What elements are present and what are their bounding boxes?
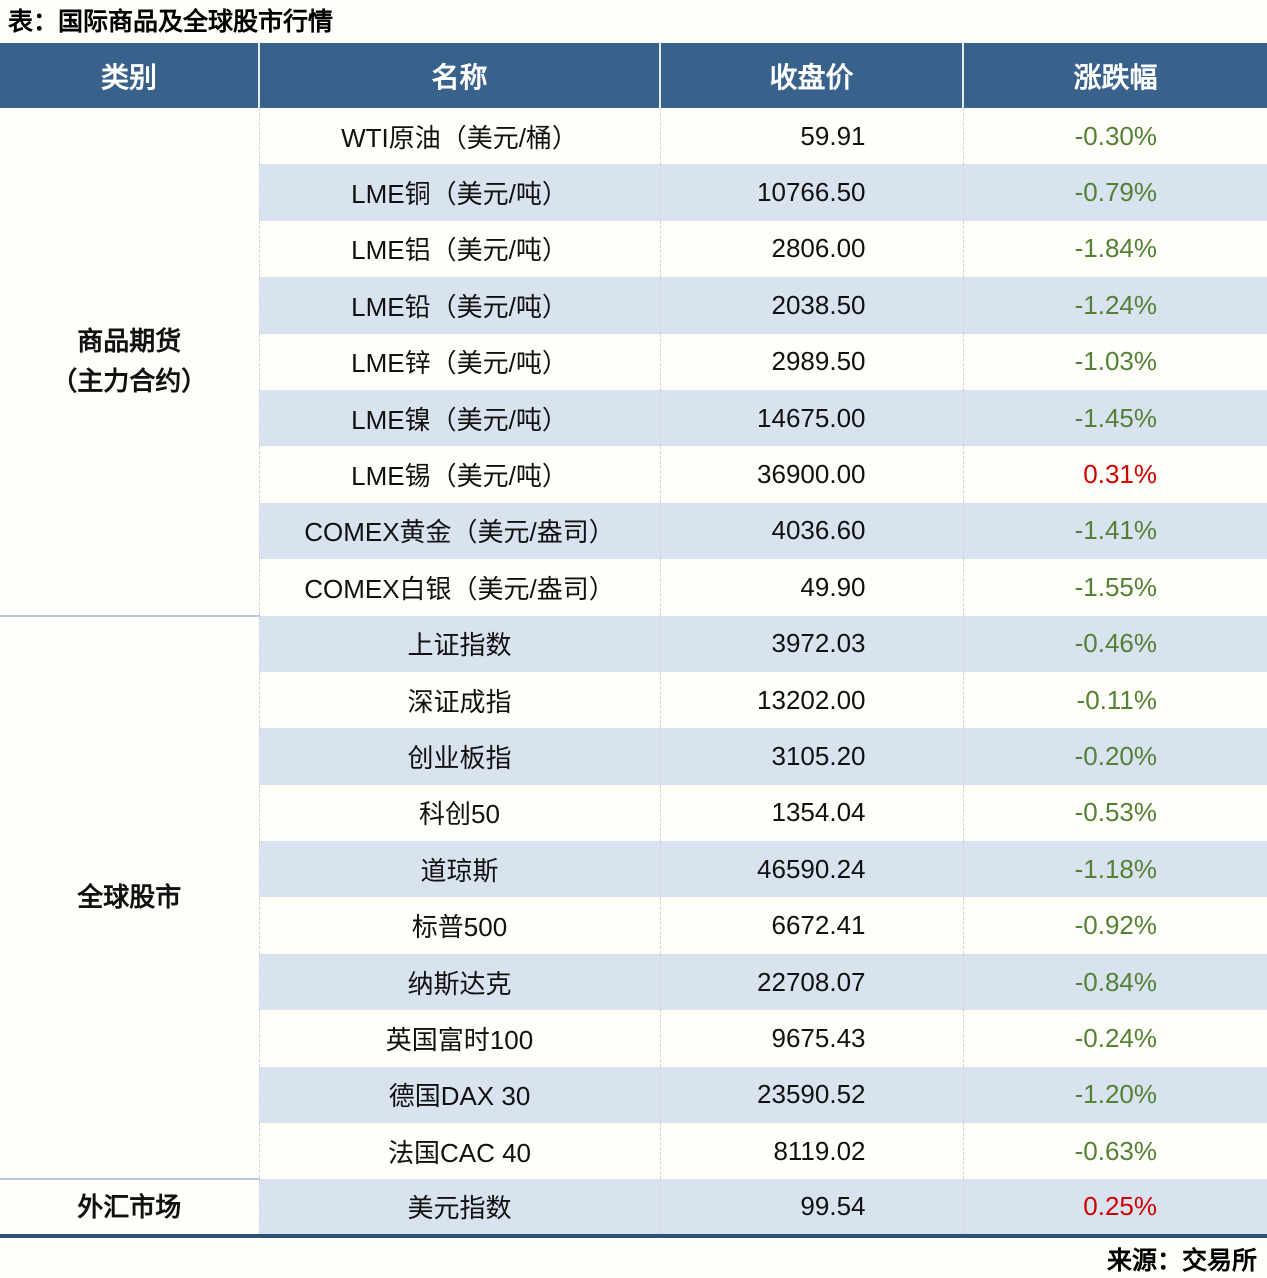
header-close: 收盘价 bbox=[659, 43, 963, 108]
close-cell: 4036.60 bbox=[659, 502, 963, 560]
close-cell: 59.91 bbox=[659, 108, 963, 165]
table-row: COMEX黄金（美元/盎司） 4036.60 -1.41% bbox=[0, 502, 1267, 560]
name-cell: COMEX黄金（美元/盎司） bbox=[258, 502, 660, 560]
category-cell-global-stocks: 全球股市 bbox=[0, 614, 259, 1180]
change-cell: 0.31% bbox=[962, 446, 1267, 503]
name-cell: 纳斯达克 bbox=[258, 953, 660, 1011]
close-cell: 6672.41 bbox=[659, 897, 963, 954]
change-cell: -1.24% bbox=[962, 277, 1267, 334]
table-row: 德国DAX 30 23590.52 -1.20% bbox=[0, 1066, 1267, 1124]
table-row: LME铜（美元/吨） 10766.50 -0.79% bbox=[0, 164, 1267, 221]
name-cell: WTI原油（美元/桶） bbox=[258, 108, 660, 165]
change-cell: -0.11% bbox=[962, 671, 1267, 729]
name-cell: 标普500 bbox=[258, 897, 660, 954]
name-cell: 美元指数 bbox=[258, 1179, 660, 1236]
name-cell: LME铅（美元/吨） bbox=[258, 277, 660, 334]
name-cell: LME铜（美元/吨） bbox=[258, 164, 660, 221]
change-cell: -1.84% bbox=[962, 220, 1267, 278]
close-cell: 99.54 bbox=[659, 1179, 963, 1236]
header-category: 类别 bbox=[0, 43, 259, 108]
change-cell: -1.41% bbox=[962, 502, 1267, 560]
table-row: 法国CAC 40 8119.02 -0.63% bbox=[0, 1123, 1267, 1180]
name-cell: LME锌（美元/吨） bbox=[258, 333, 660, 390]
name-cell: LME锡（美元/吨） bbox=[258, 446, 660, 503]
header-change: 涨跌幅 bbox=[962, 43, 1267, 108]
name-cell: 科创50 bbox=[258, 784, 660, 842]
name-cell: LME铝（美元/吨） bbox=[258, 220, 660, 278]
close-cell: 14675.00 bbox=[659, 389, 963, 447]
change-cell: -0.84% bbox=[962, 953, 1267, 1011]
name-cell: 上证指数 bbox=[258, 615, 660, 672]
category-cell-forex: 外汇市场 bbox=[0, 1178, 259, 1236]
table-row: 外汇市场 美元指数 99.54 0.25% bbox=[0, 1178, 1267, 1236]
table-header: 类别 名称 收盘价 涨跌幅 bbox=[0, 43, 1267, 108]
source-note: 来源：交易所 bbox=[1106, 1246, 1257, 1275]
close-cell: 49.90 bbox=[659, 559, 963, 616]
close-cell: 13202.00 bbox=[659, 671, 963, 729]
change-cell: -0.24% bbox=[962, 1010, 1267, 1067]
table-row: 商品期货 （主力合约） WTI原油（美元/桶） 59.91 -0.30% bbox=[0, 108, 1267, 616]
change-cell: -0.53% bbox=[962, 784, 1267, 842]
close-cell: 2806.00 bbox=[659, 220, 963, 278]
table-row: 深证成指 13202.00 -0.11% bbox=[0, 671, 1267, 729]
close-cell: 36900.00 bbox=[659, 446, 963, 503]
table-caption: 表：国际商品及全球股市行情 bbox=[8, 8, 334, 36]
close-cell: 9675.43 bbox=[659, 1010, 963, 1067]
close-cell: 10766.50 bbox=[659, 164, 963, 221]
table-row: 纳斯达克 22708.07 -0.84% bbox=[0, 953, 1267, 1011]
close-cell: 3105.20 bbox=[659, 728, 963, 785]
table-row: LME锌（美元/吨） 2989.50 -1.03% bbox=[0, 333, 1267, 390]
name-cell: 创业板指 bbox=[258, 728, 660, 785]
close-cell: 3972.03 bbox=[659, 615, 963, 672]
change-cell: -1.20% bbox=[962, 1066, 1267, 1124]
close-cell: 2038.50 bbox=[659, 277, 963, 334]
table-row: 科创50 1354.04 -0.53% bbox=[0, 784, 1267, 842]
table-row: COMEX白银（美元/盎司） 49.90 -1.55% bbox=[0, 559, 1267, 616]
close-cell: 2989.50 bbox=[659, 333, 963, 390]
table-row: 全球股市 上证指数 3972.03 -0.46% bbox=[0, 614, 1267, 1180]
table-row: LME锡（美元/吨） 36900.00 0.31% bbox=[0, 446, 1267, 503]
header-name: 名称 bbox=[258, 43, 660, 108]
table-row: 创业板指 3105.20 -0.20% bbox=[0, 728, 1267, 785]
name-cell: 深证成指 bbox=[258, 671, 660, 729]
header-row: 类别 名称 收盘价 涨跌幅 bbox=[0, 43, 1267, 108]
table-row: LME镍（美元/吨） 14675.00 -1.45% bbox=[0, 389, 1267, 447]
name-cell: COMEX白银（美元/盎司） bbox=[258, 559, 660, 616]
change-cell: -0.46% bbox=[962, 615, 1267, 672]
change-cell: -1.55% bbox=[962, 559, 1267, 616]
name-cell: 德国DAX 30 bbox=[258, 1066, 660, 1124]
close-cell: 23590.52 bbox=[659, 1066, 963, 1124]
table-row: LME铝（美元/吨） 2806.00 -1.84% bbox=[0, 220, 1267, 278]
close-cell: 8119.02 bbox=[659, 1123, 963, 1180]
name-cell: 法国CAC 40 bbox=[258, 1123, 660, 1180]
change-cell: -0.63% bbox=[962, 1123, 1267, 1180]
close-cell: 46590.24 bbox=[659, 841, 963, 898]
change-cell: -1.18% bbox=[962, 841, 1267, 898]
close-cell: 1354.04 bbox=[659, 784, 963, 842]
name-cell: 英国富时100 bbox=[258, 1010, 660, 1067]
change-cell: 0.25% bbox=[962, 1179, 1267, 1236]
table-row: 道琼斯 46590.24 -1.18% bbox=[0, 841, 1267, 898]
category-cell-commodities: 商品期货 （主力合约） bbox=[0, 108, 259, 616]
table-row: 标普500 6672.41 -0.92% bbox=[0, 897, 1267, 954]
change-cell: -0.92% bbox=[962, 897, 1267, 954]
name-cell: LME镍（美元/吨） bbox=[258, 389, 660, 447]
close-cell: 22708.07 bbox=[659, 953, 963, 1011]
change-cell: -1.45% bbox=[962, 389, 1267, 447]
name-cell: 道琼斯 bbox=[258, 841, 660, 898]
change-cell: -0.30% bbox=[962, 108, 1267, 165]
table-row: LME铅（美元/吨） 2038.50 -1.24% bbox=[0, 277, 1267, 334]
change-cell: -1.03% bbox=[962, 333, 1267, 390]
change-cell: -0.79% bbox=[962, 164, 1267, 221]
table-row: 英国富时100 9675.43 -0.24% bbox=[0, 1010, 1267, 1067]
change-cell: -0.20% bbox=[962, 728, 1267, 785]
quotes-table: 类别 名称 收盘价 涨跌幅 商品期货 （主力合约） WTI原油（美元/桶） 59… bbox=[0, 43, 1267, 1238]
